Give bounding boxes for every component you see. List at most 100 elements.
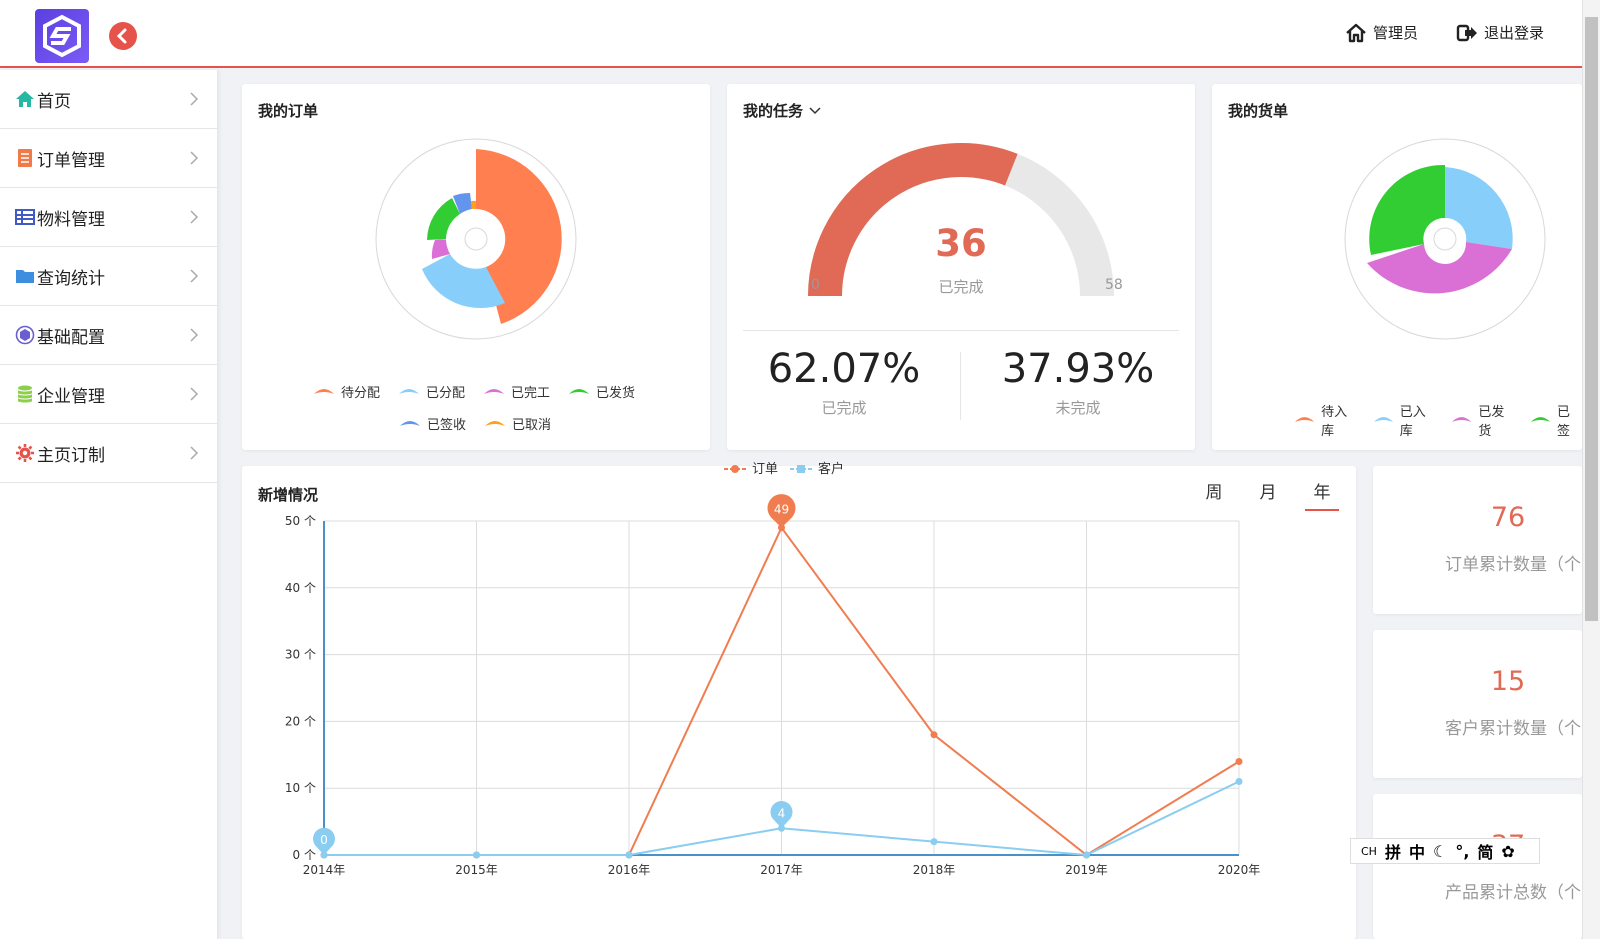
legend-leaf-icon (1294, 417, 1315, 422)
tasks-card: 我的任务 36 已完成 0 58 62.07% 已完成 37.93% 未完成 (727, 84, 1195, 450)
home-icon (16, 91, 34, 107)
sidebar-item-stats[interactable]: 查询统计 (0, 247, 217, 306)
x-tick-label: 2016年 (608, 863, 651, 877)
y-tick-label: 20 个 (285, 714, 316, 728)
tab-week[interactable]: 周 (1205, 483, 1223, 503)
rose-slice-assigned[interactable] (422, 254, 505, 309)
shipments-pie-chart (1344, 138, 1546, 340)
marker-label: 4 (778, 806, 786, 820)
legend-item[interactable]: 已发货 (568, 382, 635, 401)
pie-slice-stocked[interactable] (1445, 167, 1513, 249)
completed-percent: 62.07% (767, 346, 921, 392)
sidebar-item-enterprise[interactable]: 企业管理 (0, 365, 217, 424)
legend-marker (731, 465, 739, 473)
y-tick-label: 40 个 (285, 581, 316, 595)
app-logo[interactable] (35, 9, 89, 63)
legend-label: 已入库 (1399, 405, 1426, 439)
chevron-right-icon (190, 328, 199, 342)
rose-slice-shipped[interactable] (427, 198, 460, 240)
sidebar-item-label: 企业管理 (37, 386, 105, 407)
completed-percent-label: 已完成 (821, 399, 867, 417)
growth-title: 新增情况 (258, 486, 319, 504)
legend-leaf-icon (399, 388, 420, 394)
orders-title: 我的订单 (258, 102, 319, 120)
logo-icon (43, 14, 81, 58)
tasks-title[interactable]: 我的任务 (743, 100, 821, 121)
legend-label: 已签收 (427, 418, 467, 433)
sidebar-item-materials[interactable]: 物料管理 (0, 188, 217, 247)
sidebar-item-home[interactable]: 首页 (0, 70, 217, 129)
ime-moon-icon[interactable]: ☾ (1432, 841, 1448, 861)
rose-slice-pending[interactable] (476, 149, 562, 324)
legend-label: 已分配 (426, 386, 466, 401)
shipments-legend: 待入库 已入库 已发货 已签 (1294, 401, 1582, 439)
rose-slice-completed[interactable] (431, 239, 450, 259)
chevron-down-icon (809, 106, 821, 114)
chevron-right-icon (190, 387, 199, 401)
pie-slice-signed[interactable] (1369, 164, 1445, 255)
page-scrollbar[interactable] (1582, 0, 1600, 939)
sidebar-item-label: 查询统计 (37, 268, 105, 289)
orders-legend-row2: 已签收 已取消 (399, 414, 551, 433)
sidebar-item-config[interactable]: 基础配置 (0, 306, 217, 365)
legend-item[interactable]: 已入库 (1373, 401, 1438, 439)
tasks-title-label: 我的任务 (743, 102, 804, 120)
gauge-min: 0 (811, 277, 820, 293)
pending-percent: 37.93% (1001, 346, 1155, 392)
legend-item[interactable]: 待分配 (313, 382, 380, 401)
collapse-sidebar-button[interactable] (109, 22, 137, 50)
legend-item[interactable]: 已取消 (484, 414, 551, 433)
legend-item[interactable]: 待入库 (1294, 401, 1359, 439)
orders-legend-row1: 待分配 已分配 已完工 已发货 (313, 382, 635, 401)
x-tick-label: 2020年 (1218, 863, 1261, 877)
ime-toolbar[interactable]: CH 拼 中 ☾ °, 简 ✿ (1350, 838, 1540, 864)
legend-leaf-icon (1530, 417, 1551, 422)
tab-month[interactable]: 月 (1259, 483, 1277, 503)
document-icon (18, 149, 32, 167)
legend-item[interactable]: 已签收 (399, 414, 466, 433)
rose-slice-signed[interactable] (453, 192, 472, 214)
ime-punct-icon[interactable]: °, (1455, 841, 1470, 861)
logout-label: 退出登录 (1483, 24, 1544, 42)
legend-label: 已取消 (512, 418, 552, 433)
stat-value: 76 (1490, 502, 1526, 533)
data-point (473, 851, 480, 859)
data-point (930, 838, 938, 846)
legend-label: 订单 (752, 462, 778, 477)
data-point (625, 851, 633, 859)
sidebar-item-label: 基础配置 (37, 327, 105, 348)
ime-settings-icon[interactable]: ✿ (1501, 841, 1515, 861)
legend-item[interactable]: 已分配 (398, 382, 465, 401)
stat-label: 客户累计数量（个 (1445, 719, 1581, 739)
marker-label: 0 (320, 833, 328, 847)
data-point (778, 824, 785, 832)
admin-link[interactable]: 管理员 (1345, 22, 1418, 43)
legend-item[interactable]: 已签 (1530, 401, 1582, 439)
ime-pinyin[interactable]: 拼 (1384, 843, 1401, 862)
top-bar: 管理员 退出登录 (0, 0, 1582, 68)
tab-year[interactable]: 年 (1305, 478, 1339, 511)
logout-link[interactable]: 退出登录 (1456, 22, 1544, 43)
x-tick-label: 2015年 (455, 863, 498, 877)
logout-icon (1456, 24, 1477, 41)
ime-chinese[interactable]: 中 (1408, 843, 1425, 862)
y-tick-label: 10 个 (285, 781, 316, 795)
ime-lang[interactable]: CH (1361, 844, 1377, 858)
sidebar-item-homepage-custom[interactable]: 主页订制 (0, 424, 217, 483)
scrollbar-thumb[interactable] (1585, 17, 1598, 621)
sidebar-item-orders[interactable]: 订单管理 (0, 129, 217, 188)
ime-simplified[interactable]: 简 (1477, 843, 1494, 862)
legend-item[interactable]: 已发货 (1451, 401, 1516, 439)
sidebar: 首页 订单管理 物料管理 查询统计 基础配置 企业管理 主页订制 (0, 70, 218, 939)
pending-percent-label: 未完成 (1055, 399, 1101, 417)
legend-leaf-icon (1452, 417, 1472, 422)
rose-slice-cancelled[interactable] (471, 200, 476, 209)
legend-leaf-icon (485, 420, 506, 426)
pie-slice-shipped[interactable] (1367, 242, 1512, 294)
cube-icon (15, 325, 35, 345)
home-icon (1346, 23, 1366, 42)
legend-item[interactable]: 已完工 (483, 382, 550, 401)
legend-label: 待分配 (341, 386, 381, 401)
legend-leaf-icon (314, 388, 334, 394)
x-tick-label: 2019年 (1065, 863, 1108, 877)
